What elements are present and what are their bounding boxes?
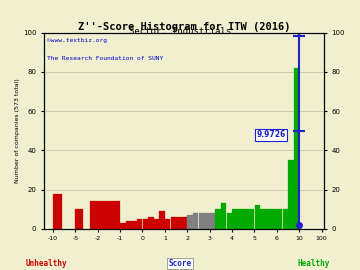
Bar [221, 203, 226, 229]
Bar [126, 221, 131, 229]
Bar [165, 219, 170, 229]
Bar [159, 211, 165, 229]
Bar [255, 205, 260, 229]
Bar [266, 209, 271, 229]
Bar [182, 217, 187, 229]
Bar [176, 217, 181, 229]
Bar [215, 209, 221, 229]
Bar [283, 209, 288, 229]
Text: Unhealthy: Unhealthy [26, 259, 68, 268]
Bar [53, 194, 62, 229]
Bar [198, 213, 204, 229]
Bar [131, 221, 137, 229]
Text: The Research Foundation of SUNY: The Research Foundation of SUNY [47, 56, 163, 61]
Bar [277, 209, 282, 229]
Y-axis label: Number of companies (573 total): Number of companies (573 total) [15, 78, 20, 183]
Text: Score: Score [168, 259, 192, 268]
Bar [238, 209, 243, 229]
Bar [171, 217, 176, 229]
Bar [271, 209, 277, 229]
Bar [204, 213, 210, 229]
Text: Healthy: Healthy [297, 259, 329, 268]
Title: Z''-Score Histogram for ITW (2016): Z''-Score Histogram for ITW (2016) [78, 22, 290, 32]
Bar [137, 219, 142, 229]
Bar [187, 215, 193, 229]
Bar [98, 201, 120, 229]
Text: ©www.textbiz.org: ©www.textbiz.org [47, 38, 107, 43]
Bar [294, 68, 299, 229]
Bar [75, 209, 83, 229]
Bar [120, 223, 126, 229]
Bar [193, 213, 198, 229]
Bar [154, 219, 159, 229]
Bar [143, 219, 148, 229]
Bar [148, 217, 154, 229]
Bar [288, 160, 293, 229]
Text: Sector: Industrials: Sector: Industrials [129, 27, 231, 36]
Text: 9.9726: 9.9726 [256, 130, 285, 139]
Bar [249, 209, 255, 229]
Bar [226, 213, 232, 229]
Bar [260, 209, 266, 229]
Bar [210, 213, 215, 229]
Bar [232, 209, 238, 229]
Bar [243, 209, 249, 229]
Bar [90, 201, 98, 229]
